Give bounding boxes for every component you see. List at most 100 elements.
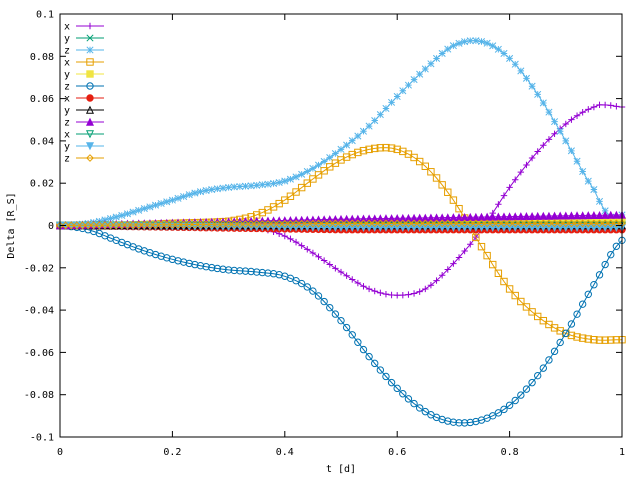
series-3-point xyxy=(107,214,115,223)
series-12-point xyxy=(84,221,93,230)
series-12-point xyxy=(117,221,126,229)
series-3-point xyxy=(534,90,542,98)
series-9-point xyxy=(393,213,402,223)
series-12-point xyxy=(567,219,576,228)
series-12-point xyxy=(415,219,424,228)
series-12-point xyxy=(146,220,154,229)
series-11-point xyxy=(325,223,334,232)
series-6-point xyxy=(168,255,177,264)
series-6-point xyxy=(489,412,497,420)
series-4-point xyxy=(472,233,480,242)
series-3-point xyxy=(410,76,418,84)
series-4-point xyxy=(494,269,503,277)
legend-marker xyxy=(86,82,94,90)
series-3-point xyxy=(371,116,379,125)
series-3-point xyxy=(573,157,581,165)
series-6-point xyxy=(522,385,531,393)
series-4-point xyxy=(382,143,390,152)
series-1-point xyxy=(433,277,440,284)
series-12-point xyxy=(275,219,284,228)
series-9-point xyxy=(376,214,385,223)
series-12-point xyxy=(505,219,514,228)
series-3-point xyxy=(151,201,160,209)
x-tick-label: 0.8 xyxy=(501,447,519,458)
series-11-point xyxy=(426,223,435,232)
series-12-point xyxy=(432,219,441,228)
series-1-point xyxy=(320,257,328,264)
series-3-point xyxy=(354,132,362,140)
series-9-point xyxy=(544,211,553,220)
series-11-point xyxy=(606,223,615,232)
series-3-point xyxy=(506,54,514,62)
series-6-point xyxy=(247,267,255,276)
series-12-point xyxy=(556,219,565,228)
series-4-point xyxy=(421,162,430,170)
series-1-point xyxy=(422,285,429,293)
series-6-point xyxy=(202,263,210,271)
series-3-point xyxy=(185,191,193,199)
series-4-point xyxy=(455,204,463,213)
series-4-point xyxy=(534,312,542,321)
series-12-point xyxy=(320,219,329,228)
legend-label: z xyxy=(64,46,70,57)
series-4-point xyxy=(376,144,385,152)
series-9-point xyxy=(612,210,621,219)
series-3-point xyxy=(219,184,227,192)
series-12-point xyxy=(522,219,531,228)
series-4-point xyxy=(584,335,592,343)
series-3-point xyxy=(376,111,384,119)
series-6-point xyxy=(494,409,503,417)
series-12-point xyxy=(404,219,413,228)
series-11-point xyxy=(381,223,390,232)
series-6-point xyxy=(567,320,576,328)
series-3-point xyxy=(129,208,137,216)
series-11-point xyxy=(404,223,413,232)
legend-marker xyxy=(85,105,95,114)
series-6-point xyxy=(224,266,233,274)
series-12-point xyxy=(264,220,272,228)
series-11-point xyxy=(320,223,329,232)
series-4-point xyxy=(483,251,491,260)
series-12-point xyxy=(533,219,542,228)
legend-label: x xyxy=(64,130,70,141)
series-3-point xyxy=(517,67,525,75)
y-tick-label: 0.06 xyxy=(30,94,54,105)
series-11-point xyxy=(348,223,357,232)
series-4 xyxy=(56,143,626,344)
series-1-point xyxy=(388,291,395,299)
series-12-point xyxy=(241,220,250,229)
series-6-point xyxy=(612,242,621,250)
series-1-point xyxy=(315,253,322,260)
legend-label: y xyxy=(64,70,70,81)
series-12-point xyxy=(297,219,306,228)
legend-label: y xyxy=(64,34,70,45)
series-6-point xyxy=(601,260,609,269)
series-12-point xyxy=(157,220,166,229)
series-12-point xyxy=(168,220,177,229)
series-11-point xyxy=(573,223,582,232)
series-4-point xyxy=(539,316,548,325)
series-9-point xyxy=(381,214,390,223)
series-1-point xyxy=(332,265,339,272)
series-11-point xyxy=(471,223,480,232)
series-3-point xyxy=(225,183,233,191)
series-11-point xyxy=(612,223,621,232)
series-1-point xyxy=(545,136,553,143)
series-6-point xyxy=(258,268,267,277)
series-6-point xyxy=(174,257,182,265)
series-6-point xyxy=(393,384,401,393)
legend-label: z xyxy=(64,118,70,129)
y-tick-label: -0.02 xyxy=(24,263,54,274)
series-4-point xyxy=(410,153,418,162)
series-11-point xyxy=(477,223,486,232)
series-12-point xyxy=(460,219,469,228)
series-4-point xyxy=(309,175,317,183)
series-12-point xyxy=(528,219,536,228)
axis-ticks: 0 0.2 0.4 0.6 0.8 1 -0.1 -0.08 -0.06 -0.04 -0.02 0 0… xyxy=(24,10,625,459)
series-3-point xyxy=(270,179,278,188)
series-12-point xyxy=(471,219,480,228)
series-3-point xyxy=(298,170,306,178)
legend-label: z xyxy=(64,82,70,93)
series-11-point xyxy=(584,223,593,232)
y-tick-label: -0.04 xyxy=(24,306,54,317)
